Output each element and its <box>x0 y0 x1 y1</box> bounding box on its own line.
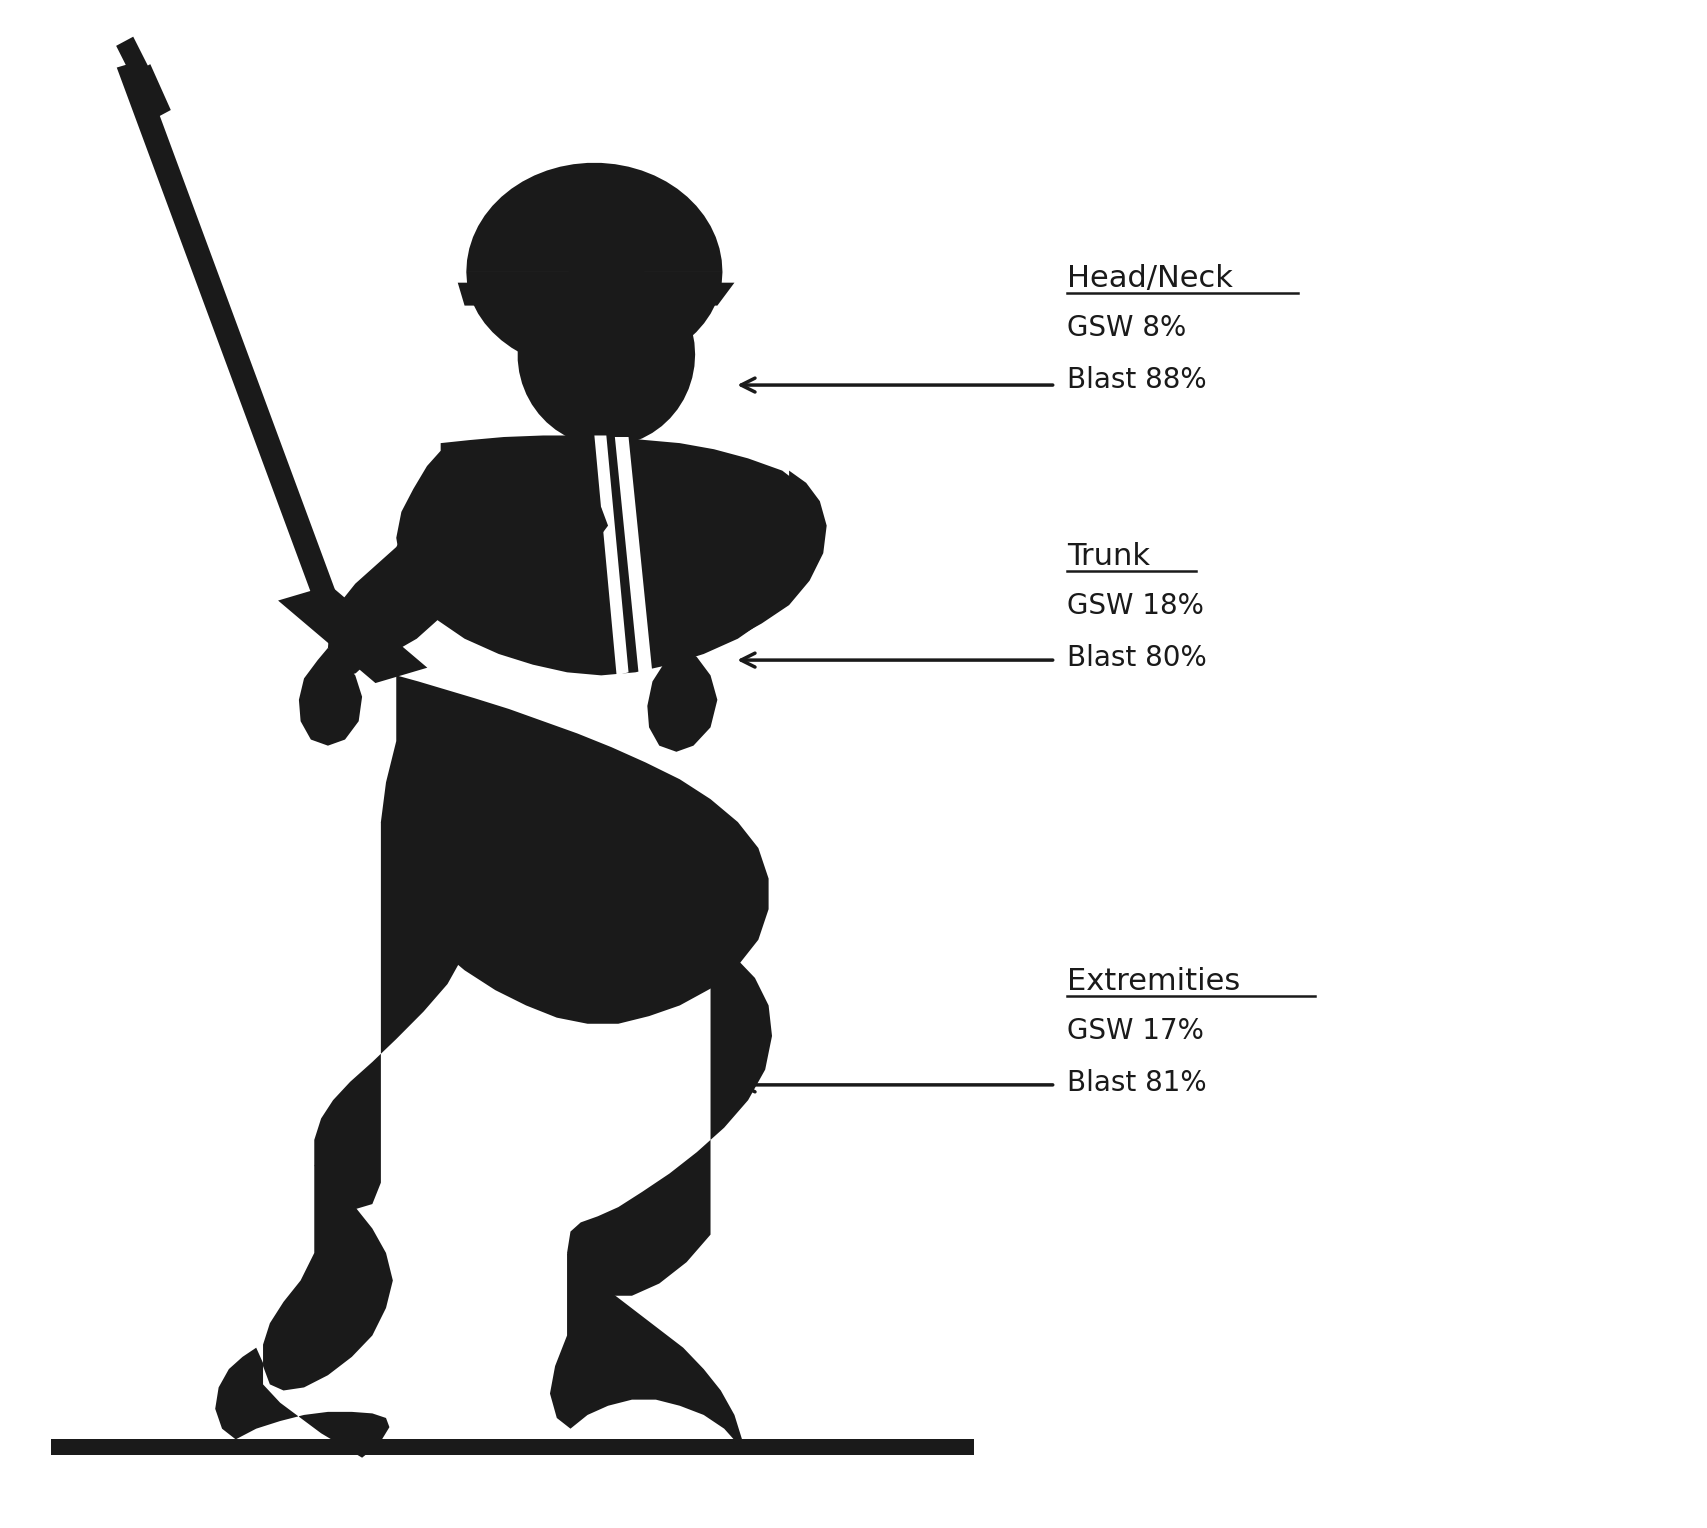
Text: Head/Neck: Head/Neck <box>1067 264 1232 293</box>
Polygon shape <box>51 1439 973 1455</box>
Polygon shape <box>116 61 362 668</box>
Polygon shape <box>647 645 717 752</box>
Polygon shape <box>517 263 695 446</box>
Text: GSW 8%: GSW 8% <box>1067 315 1186 342</box>
Text: GSW 18%: GSW 18% <box>1067 593 1203 620</box>
Polygon shape <box>615 437 652 675</box>
Polygon shape <box>381 675 768 1024</box>
Text: Extremities: Extremities <box>1067 967 1239 996</box>
Polygon shape <box>466 163 722 272</box>
Polygon shape <box>555 397 632 420</box>
Polygon shape <box>464 501 608 614</box>
Polygon shape <box>466 272 722 371</box>
Text: Trunk: Trunk <box>1067 542 1151 571</box>
Text: GSW 17%: GSW 17% <box>1067 1018 1203 1045</box>
Text: Blast 81%: Blast 81% <box>1067 1070 1207 1097</box>
Polygon shape <box>594 435 628 675</box>
Polygon shape <box>215 1348 389 1458</box>
Polygon shape <box>133 64 171 119</box>
Text: Blast 80%: Blast 80% <box>1067 645 1207 672</box>
Polygon shape <box>299 648 362 746</box>
Polygon shape <box>679 471 826 651</box>
Polygon shape <box>328 538 451 663</box>
Polygon shape <box>567 940 772 1296</box>
Polygon shape <box>396 435 823 675</box>
Polygon shape <box>263 1164 393 1390</box>
Polygon shape <box>550 1253 743 1444</box>
Polygon shape <box>572 420 635 443</box>
Polygon shape <box>278 585 427 683</box>
Text: Blast 88%: Blast 88% <box>1067 367 1207 394</box>
Polygon shape <box>116 37 157 93</box>
Polygon shape <box>457 283 734 306</box>
Polygon shape <box>311 532 509 686</box>
Polygon shape <box>314 822 471 1210</box>
